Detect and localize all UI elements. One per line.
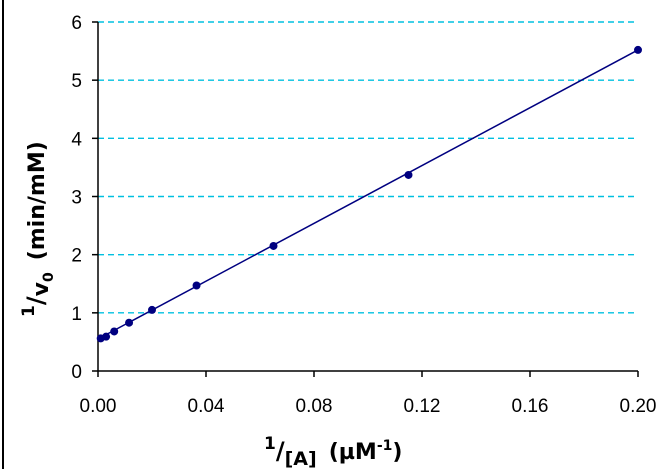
data-point	[634, 45, 642, 54]
x-tick-label: 0.04	[188, 396, 225, 417]
y-axis-title-numerator: 1	[19, 305, 39, 317]
x-tick-label: 0.00	[80, 396, 117, 417]
x-axis-title-numerator: 1	[264, 434, 276, 454]
x-tick-label: 0.12	[404, 396, 441, 417]
x-tick-label: 0.08	[296, 396, 333, 417]
y-axis-title: 1/v0(min/mM)	[19, 141, 57, 317]
x-axis-title-unit: (µM	[329, 440, 377, 465]
grid-lines	[98, 21, 638, 314]
x-axis-title: 1/[A] (µM-1)	[264, 434, 402, 469]
y-tick-label: 6	[71, 13, 82, 34]
data-point	[110, 327, 119, 336]
data-point	[125, 318, 134, 327]
tick-labels: 0 1 2 3 4 5 6 0.00 0.04 0.08 0.12 0.16 0.20	[71, 13, 656, 417]
x-axis-title-denominator: [A]	[285, 448, 317, 469]
fit-line-segment	[97, 49, 639, 340]
data-points	[96, 45, 642, 343]
y-tick-label: 0	[71, 362, 82, 383]
x-tick-label: 0.16	[512, 396, 549, 417]
y-tick-label: 1	[71, 304, 82, 325]
x-axis-title-unit-close: )	[392, 440, 402, 465]
y-tick-label: 3	[71, 188, 82, 209]
y-axis-title-subscript: 0	[41, 272, 57, 282]
data-point	[102, 332, 111, 341]
data-point	[192, 281, 201, 290]
y-tick-label: 2	[71, 246, 82, 267]
y-tick-label: 4	[71, 129, 82, 150]
data-point	[148, 305, 156, 314]
y-axis-title-denominator: v	[29, 281, 54, 296]
y-tick-label: 5	[71, 71, 82, 92]
fit-line	[97, 49, 639, 340]
x-axis-title-unit-exponent: -1	[377, 438, 393, 454]
data-point	[404, 170, 413, 179]
x-tick-label: 0.20	[620, 396, 657, 417]
data-point	[269, 241, 278, 250]
axes	[92, 21, 639, 377]
y-axis-title-unit: (min/mM)	[25, 141, 50, 260]
